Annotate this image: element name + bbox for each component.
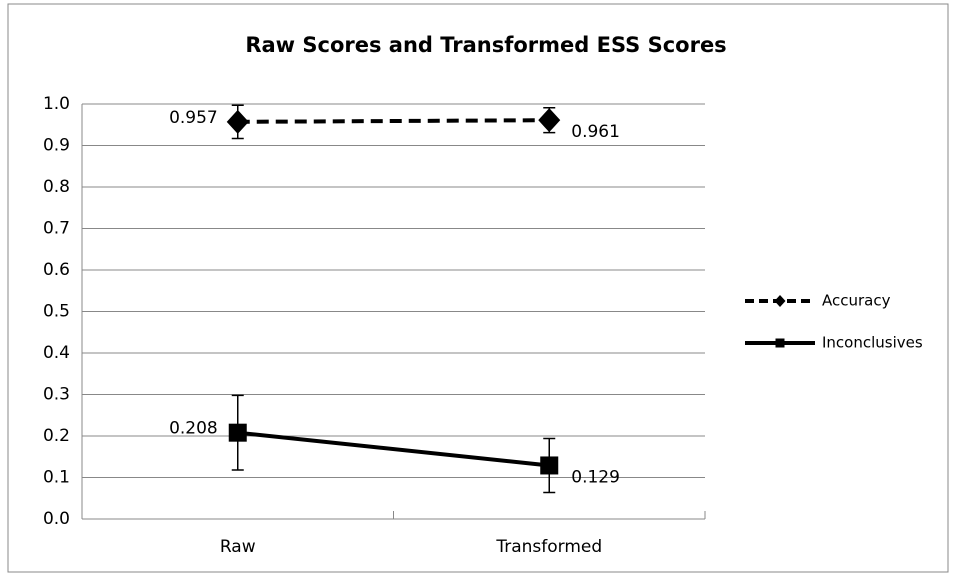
marker (538, 108, 561, 133)
legend-marker (774, 295, 786, 307)
series-line (237, 118, 550, 124)
y-tick-label: 1.0 (43, 94, 70, 114)
legend-marker (775, 338, 785, 348)
legend-label: Accuracy (822, 292, 891, 310)
x-tick-label: Raw (220, 537, 256, 557)
y-tick-label: 0.8 (43, 177, 70, 197)
data-label: 0.129 (571, 467, 620, 487)
chart-title: Raw Scores and Transformed ESS Scores (245, 33, 726, 57)
marker (228, 423, 247, 442)
y-tick-label: 0.7 (43, 219, 70, 239)
data-label: 0.957 (169, 108, 218, 128)
legend-label: Inconclusives (822, 334, 923, 352)
marker (226, 109, 249, 134)
y-tick-label: 0.2 (43, 426, 70, 446)
y-tick-label: 0.3 (43, 385, 70, 405)
data-label: 0.961 (571, 122, 620, 142)
series-line (237, 430, 550, 468)
y-tick-label: 0.4 (43, 343, 70, 363)
y-tick-label: 0.1 (43, 468, 70, 488)
marker (540, 456, 559, 475)
x-tick-label: Transformed (495, 537, 602, 557)
y-tick-label: 0.5 (43, 302, 70, 322)
y-tick-label: 0.6 (43, 260, 70, 280)
y-tick-label: 0.0 (43, 509, 70, 529)
y-tick-label: 0.9 (43, 136, 70, 156)
chart-border (7, 3, 949, 573)
data-label: 0.208 (169, 419, 218, 439)
